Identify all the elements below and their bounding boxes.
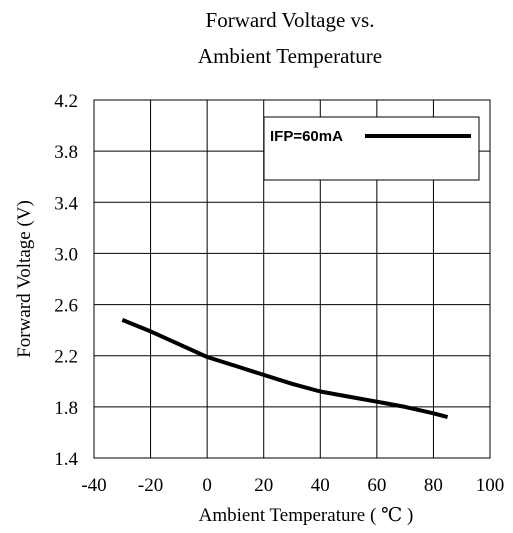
- x-tick-label: 20: [254, 475, 273, 496]
- y-tick-label: 4.2: [54, 91, 78, 112]
- series-line-0: [121, 318, 449, 420]
- x-tick-label: 40: [311, 475, 330, 496]
- y-tick-label: 3.0: [54, 244, 78, 265]
- y-tick-label: 3.8: [54, 142, 78, 163]
- y-tick-label: 2.6: [54, 296, 78, 317]
- x-axis-label: Ambient Temperature ( ℃ ): [199, 505, 414, 526]
- x-tick-label: 80: [424, 475, 443, 496]
- legend-box: [263, 116, 480, 181]
- legend: IFP=60mA: [263, 116, 480, 181]
- y-tick-label: 1.8: [54, 398, 78, 419]
- x-tick-label: 60: [367, 475, 386, 496]
- chart-title-line-2: Ambient Temperature: [198, 44, 382, 68]
- y-tick-label: 1.4: [54, 449, 78, 470]
- x-tick-label: -40: [81, 475, 106, 496]
- chart-title-line-1: Forward Voltage vs.: [206, 8, 375, 32]
- x-tick-label: 0: [202, 475, 212, 496]
- plot-frame: [93, 99, 491, 459]
- y-axis-ticks: 1.4 1.8 2.2 2.6 3.0 3.4 3.8 4.2: [54, 91, 78, 470]
- x-tick-label: 100: [476, 475, 505, 496]
- x-axis-ticks: -40 -20 0 20 40 60 80 100: [81, 475, 504, 496]
- legend-label: IFP=60mA: [270, 128, 343, 145]
- x-tick-label: -20: [138, 475, 163, 496]
- y-tick-label: 3.4: [54, 193, 78, 214]
- y-axis-label: Forward Voltage (V): [14, 200, 35, 358]
- y-tick-label: 2.2: [54, 347, 78, 368]
- data-series: [121, 318, 449, 420]
